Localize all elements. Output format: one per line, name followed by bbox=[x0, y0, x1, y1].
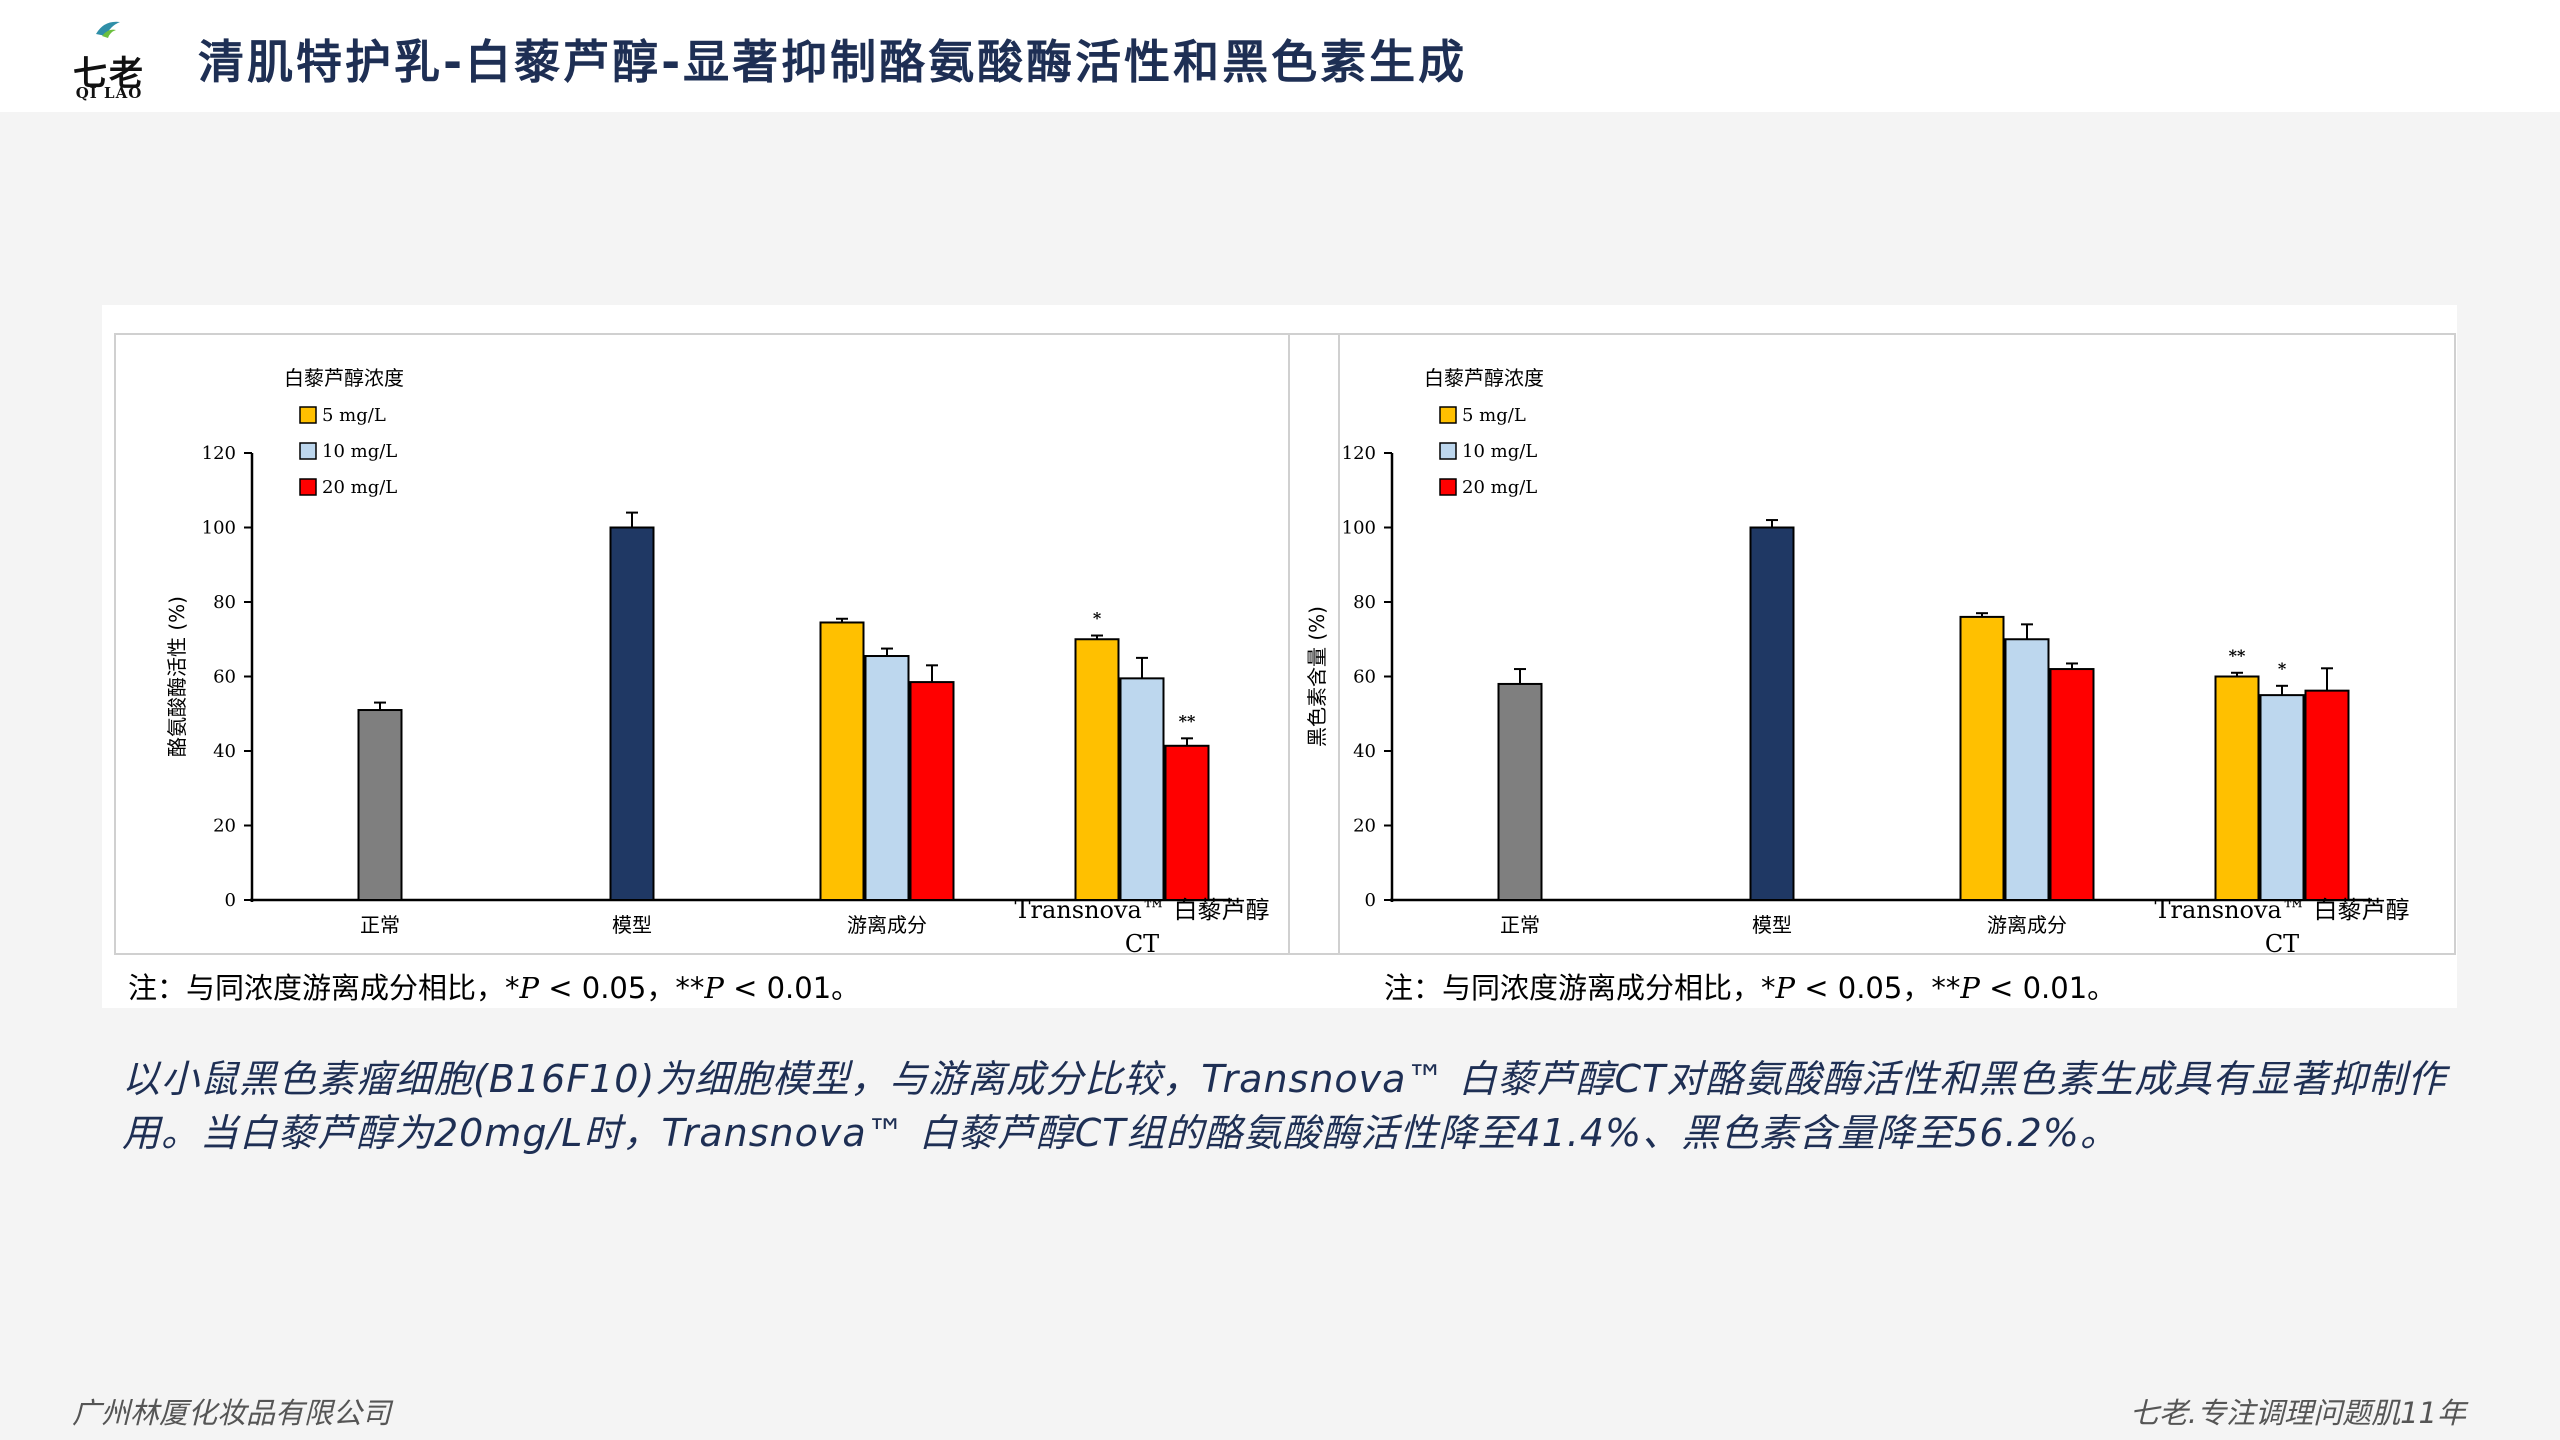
x-category-label: 正常 bbox=[1500, 913, 1540, 937]
y-tick-label: 80 bbox=[213, 592, 236, 613]
brand-logo: 七老 QI LAO bbox=[60, 12, 156, 102]
brand-slogan: 七老.专注调理问题肌11年 bbox=[2129, 1396, 2466, 1430]
legend-label: 20 mg/L bbox=[1462, 477, 1537, 498]
description-text: 以小鼠黑色素瘤细胞(B16F10)为细胞模型，与游离成分比较，Transnova… bbox=[122, 1057, 2447, 1155]
legend-swatch-s20 bbox=[299, 478, 317, 496]
bar-s10 bbox=[2259, 694, 2305, 901]
legend-swatch-s5 bbox=[299, 406, 317, 424]
y-tick-label: 120 bbox=[202, 443, 236, 464]
legend-swatch-s10 bbox=[1439, 442, 1457, 460]
page-title: 清肌特护乳-白藜芦醇-显著抑制酪氨酸酶活性和黑色素生成 bbox=[198, 35, 1468, 89]
bar-s5 bbox=[819, 621, 865, 901]
y-axis-label: 酪氨酸酶活性 (%) bbox=[165, 596, 189, 757]
y-tick-label: 60 bbox=[1353, 667, 1376, 688]
bar-s5 bbox=[1074, 638, 1120, 901]
legend-label: 10 mg/L bbox=[1462, 441, 1537, 462]
y-tick-label: 0 bbox=[225, 890, 236, 911]
y-tick-label: 100 bbox=[202, 518, 236, 539]
x-category-label: CT bbox=[2265, 930, 2299, 958]
legend-swatch-s10 bbox=[299, 442, 317, 460]
legend-title: 白藜芦醇浓度 bbox=[1424, 366, 1544, 390]
bar-s5 bbox=[2214, 675, 2260, 901]
x-category-label: 模型 bbox=[612, 913, 652, 937]
chart-note-right: 注：与同浓度游离成分相比，*P < 0.05，**P < 0.01。 bbox=[1384, 971, 2117, 1005]
y-tick-label: 40 bbox=[213, 741, 236, 762]
bar-s5 bbox=[1959, 615, 2005, 901]
x-category-label: 游离成分 bbox=[1987, 913, 2067, 937]
chart-note-left: 注：与同浓度游离成分相比，*P < 0.05，**P < 0.01。 bbox=[128, 971, 861, 1005]
legend-swatch-s20 bbox=[1439, 478, 1457, 496]
y-tick-label: 40 bbox=[1353, 741, 1376, 762]
x-category-label: 模型 bbox=[1752, 913, 1792, 937]
y-tick-label: 60 bbox=[213, 667, 236, 688]
y-tick-label: 0 bbox=[1365, 890, 1376, 911]
legend-swatch-s5 bbox=[1439, 406, 1457, 424]
y-tick-label: 20 bbox=[213, 816, 236, 837]
significance-mark: ** bbox=[1179, 711, 1196, 730]
logo-subtext: QI LAO bbox=[75, 84, 143, 102]
chart-frame-right bbox=[1288, 333, 2456, 955]
legend-label: 20 mg/L bbox=[322, 477, 397, 498]
y-axis-label: 黑色素含量 (%) bbox=[1305, 606, 1329, 747]
bar-normal bbox=[357, 709, 403, 901]
x-category-label: Transnova™ 白藜芦醇 bbox=[2155, 896, 2410, 924]
chart-frame-left bbox=[114, 333, 1340, 955]
bar-model bbox=[1749, 526, 1795, 901]
x-category-label: 游离成分 bbox=[847, 913, 927, 937]
logo-text: 七老 bbox=[73, 54, 145, 94]
bar-model bbox=[609, 526, 655, 901]
bar-s20 bbox=[2049, 668, 2095, 901]
legend-label: 10 mg/L bbox=[322, 441, 397, 462]
y-tick-label: 80 bbox=[1353, 592, 1376, 613]
legend-title: 白藜芦醇浓度 bbox=[284, 366, 404, 390]
x-category-label: 正常 bbox=[360, 913, 400, 937]
bar-s10 bbox=[864, 655, 910, 902]
bar-s20 bbox=[2304, 689, 2350, 901]
significance-mark: * bbox=[1093, 609, 1102, 628]
y-tick-label: 120 bbox=[1342, 443, 1376, 464]
figure-panel: 0 20 40 60 80 100 120 酪氨酸酶活性 (%) * ** 正常 模型 游离成分 Tran… bbox=[102, 305, 2457, 1008]
significance-mark: ** bbox=[2229, 646, 2246, 665]
bar-s10 bbox=[2004, 638, 2050, 901]
bar-s10 bbox=[1119, 677, 1165, 901]
significance-mark: * bbox=[2278, 659, 2287, 678]
y-tick-label: 100 bbox=[1342, 518, 1376, 539]
bar-normal bbox=[1497, 682, 1543, 902]
x-category-label: CT bbox=[1125, 930, 1159, 958]
x-category-label: Transnova™ 白藜芦醇 bbox=[1015, 896, 1270, 924]
bar-s20 bbox=[909, 681, 955, 901]
legend-label: 5 mg/L bbox=[1462, 405, 1526, 426]
company-name: 广州林厦化妆品有限公司 bbox=[72, 1396, 392, 1430]
legend-label: 5 mg/L bbox=[322, 405, 386, 426]
header-bar: 七老 QI LAO 清肌特护乳-白藜芦醇-显著抑制酪氨酸酶活性和黑色素生成 bbox=[0, 0, 2560, 112]
bar-s20 bbox=[1164, 744, 1210, 901]
bird-icon bbox=[96, 21, 120, 38]
y-tick-label: 20 bbox=[1353, 816, 1376, 837]
